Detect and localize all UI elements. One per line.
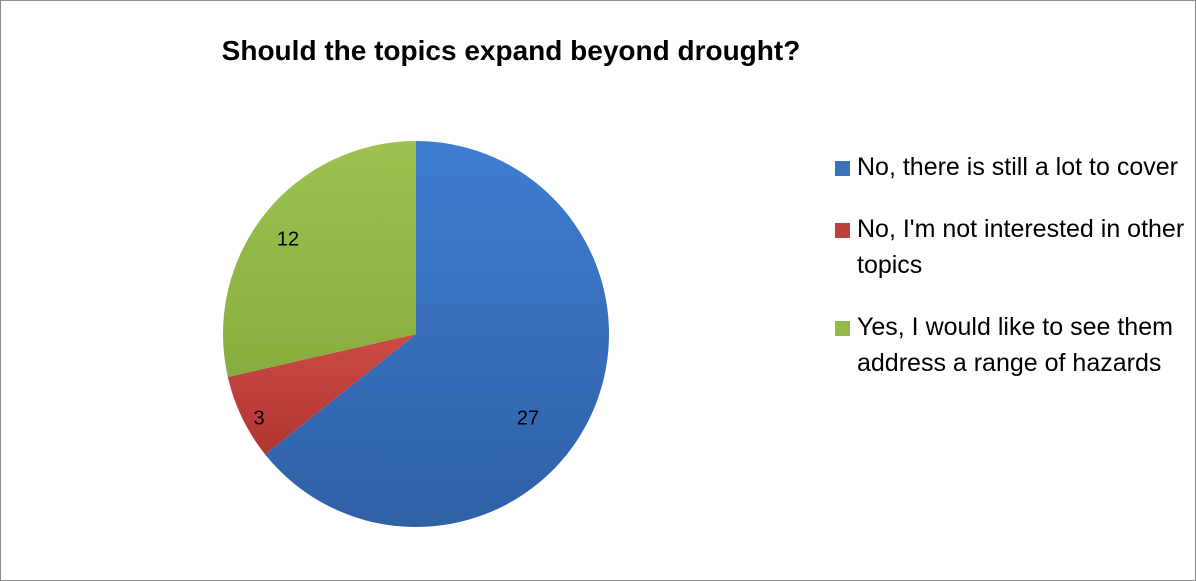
- legend-item-yes-range-of-hazards: Yes, I would like to see them address a …: [835, 309, 1187, 381]
- legend-label: No, there is still a lot to cover: [857, 153, 1178, 181]
- legend-swatch-blue: [835, 161, 850, 176]
- data-label: 3: [253, 407, 264, 429]
- chart-title: Should the topics expand beyond drought?: [221, 35, 801, 66]
- legend-label: Yes, I would like to see them address a …: [857, 313, 1173, 377]
- legend-label: No, I'm not interested in other topics: [857, 215, 1185, 279]
- data-label: 27: [517, 407, 539, 429]
- pie-slice-no-not-interested: [227, 334, 416, 455]
- legend-swatch-green: [835, 321, 850, 336]
- legend-item-no-still-a-lot: No, there is still a lot to cover: [835, 149, 1187, 185]
- pie-slice-no-still-a-lot: [265, 141, 609, 527]
- legend-swatch-red: [835, 223, 850, 238]
- data-label: 12: [277, 228, 299, 250]
- pie-slice-yes-range-of-hazards: [223, 141, 416, 377]
- legend-item-no-not-interested: No, I'm not interested in other topics: [835, 211, 1187, 283]
- legend: No, there is still a lot to cover No, I'…: [835, 149, 1187, 407]
